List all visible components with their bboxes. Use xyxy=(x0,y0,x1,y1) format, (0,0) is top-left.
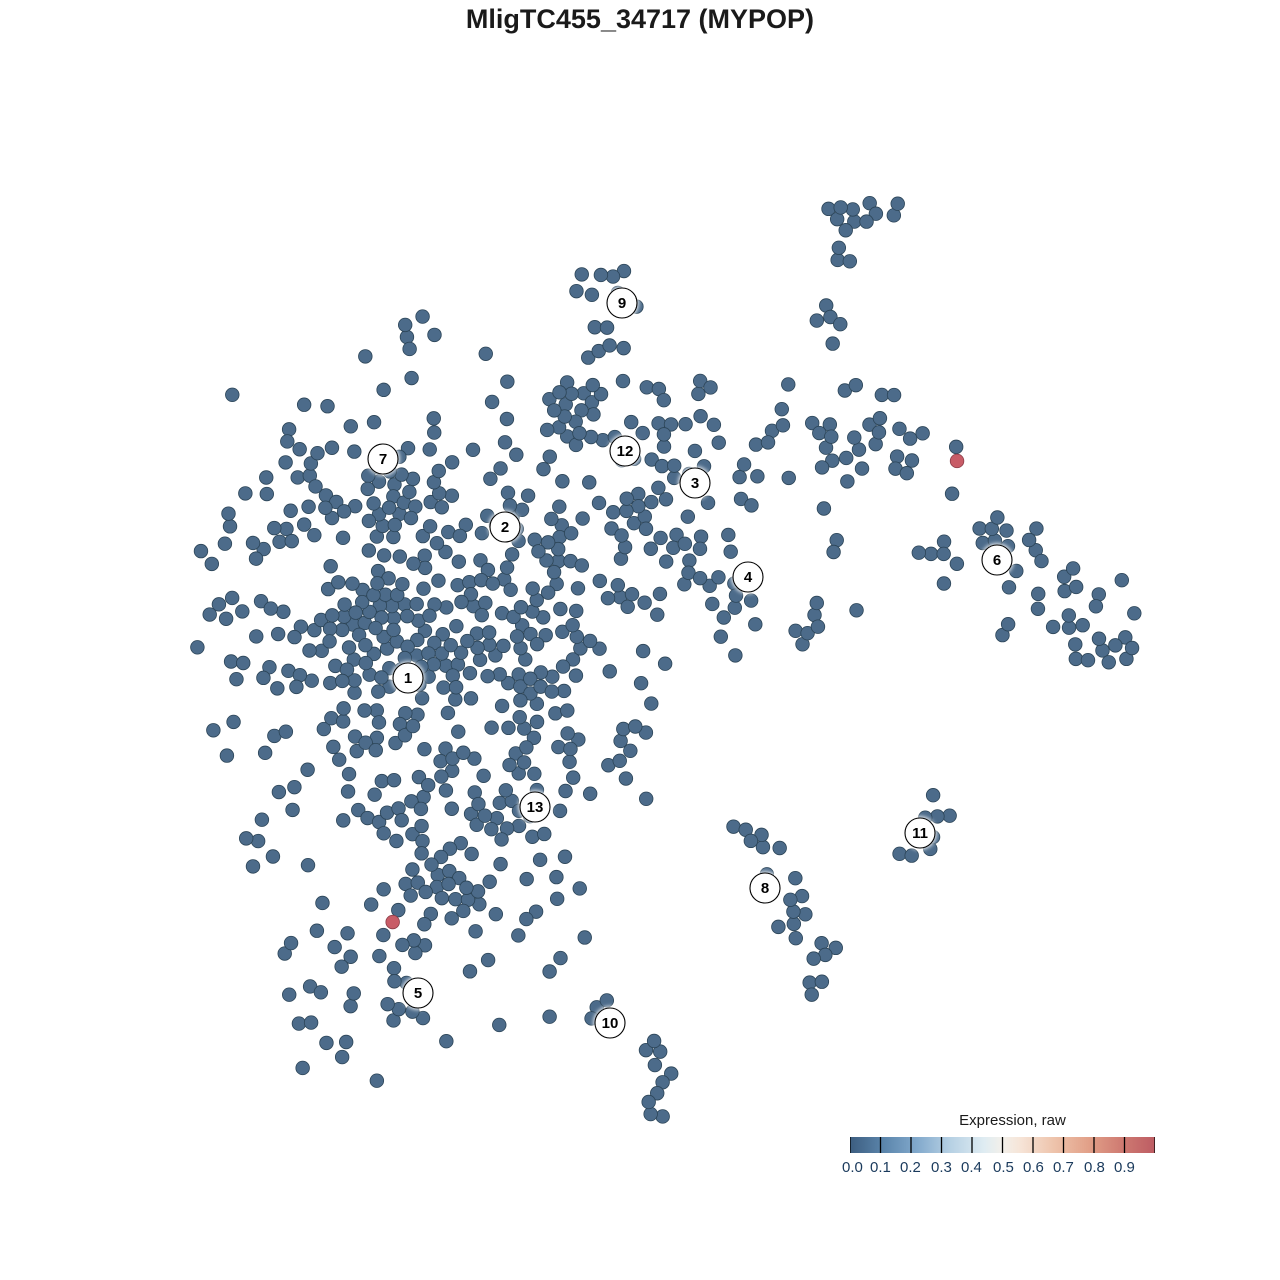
svg-text:9: 9 xyxy=(618,295,626,312)
svg-text:7: 7 xyxy=(379,451,387,468)
svg-text:8: 8 xyxy=(761,880,769,897)
svg-text:1: 1 xyxy=(404,670,412,687)
svg-text:3: 3 xyxy=(691,475,699,492)
svg-text:13: 13 xyxy=(527,799,544,816)
svg-text:5: 5 xyxy=(414,985,422,1002)
svg-text:12: 12 xyxy=(617,443,634,460)
svg-text:6: 6 xyxy=(993,552,1001,569)
svg-text:11: 11 xyxy=(912,825,928,842)
svg-text:10: 10 xyxy=(602,1015,619,1032)
svg-text:4: 4 xyxy=(744,569,753,586)
svg-text:2: 2 xyxy=(501,519,509,536)
